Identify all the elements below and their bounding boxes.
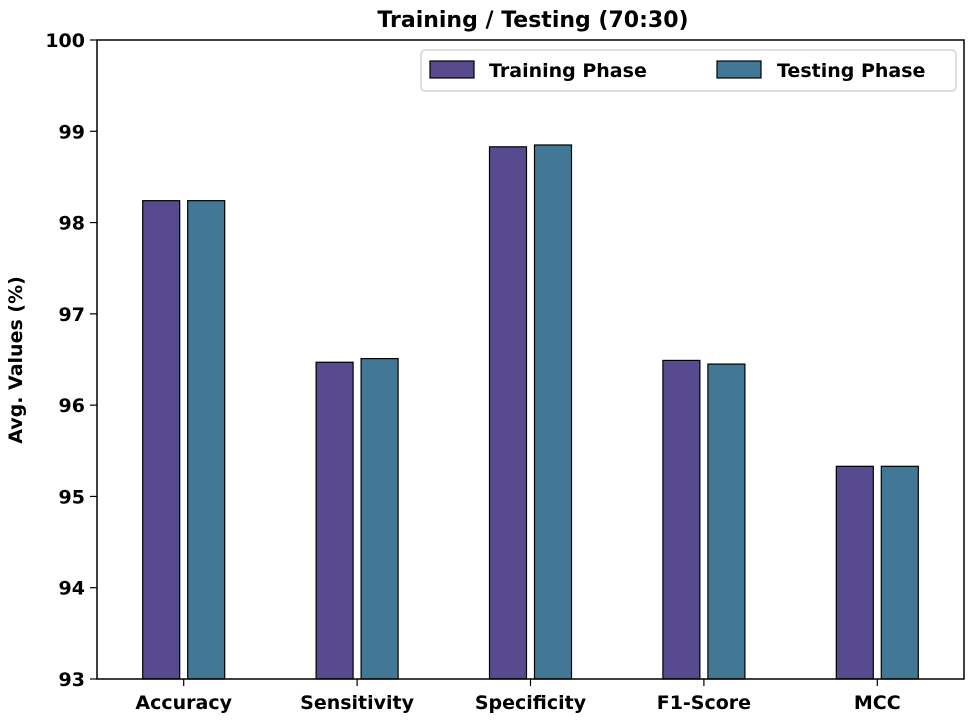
legend-label-training: Training Phase bbox=[489, 60, 647, 82]
y-tick-label: 94 bbox=[59, 578, 85, 600]
x-ticks: Accuracy Sensitivity Specificity F1-Score MC… bbox=[135, 679, 901, 714]
bar-training-sensitivity bbox=[315, 361, 354, 680]
legend-label-testing: Testing Phase bbox=[777, 60, 925, 82]
bars-group bbox=[142, 144, 919, 680]
y-tick-label: 95 bbox=[59, 486, 85, 508]
legend-swatch-testing bbox=[716, 60, 762, 79]
x-tick-label: Sensitivity bbox=[300, 692, 414, 714]
chart-title: Training / Testing (70:30) bbox=[377, 8, 688, 33]
legend: Training Phase Testing Phase bbox=[420, 49, 957, 92]
x-tick-label: Specificity bbox=[475, 692, 587, 714]
y-tick-label: 98 bbox=[59, 213, 85, 235]
y-tick-label: 96 bbox=[59, 395, 85, 417]
bar-training-specificity bbox=[488, 146, 528, 680]
y-tick-label: 93 bbox=[59, 669, 85, 691]
bar-testing-mcc bbox=[880, 465, 919, 680]
bar-training-accuracy bbox=[142, 200, 181, 680]
legend-swatch-training bbox=[429, 60, 475, 79]
bar-testing-specificity bbox=[533, 144, 573, 680]
y-tick-label: 97 bbox=[59, 304, 85, 326]
plot-frame bbox=[96, 39, 965, 680]
bar-training-f1-score bbox=[662, 359, 701, 680]
x-tick-label: F1-Score bbox=[657, 692, 751, 714]
x-tick-label: Accuracy bbox=[135, 692, 232, 714]
bar-testing-f1-score bbox=[707, 363, 746, 680]
bar-testing-sensitivity bbox=[360, 357, 399, 680]
bar-training-mcc bbox=[835, 465, 874, 680]
legend-frame bbox=[420, 49, 957, 92]
x-tick-label: MCC bbox=[854, 692, 901, 714]
y-ticks: 93 94 95 96 97 98 99 100 bbox=[45, 30, 97, 691]
y-tick-label: 99 bbox=[59, 121, 85, 143]
bar-testing-accuracy bbox=[187, 200, 226, 680]
y-tick-label: 100 bbox=[45, 30, 85, 52]
y-axis-label: Avg. Values (%) bbox=[5, 276, 27, 444]
